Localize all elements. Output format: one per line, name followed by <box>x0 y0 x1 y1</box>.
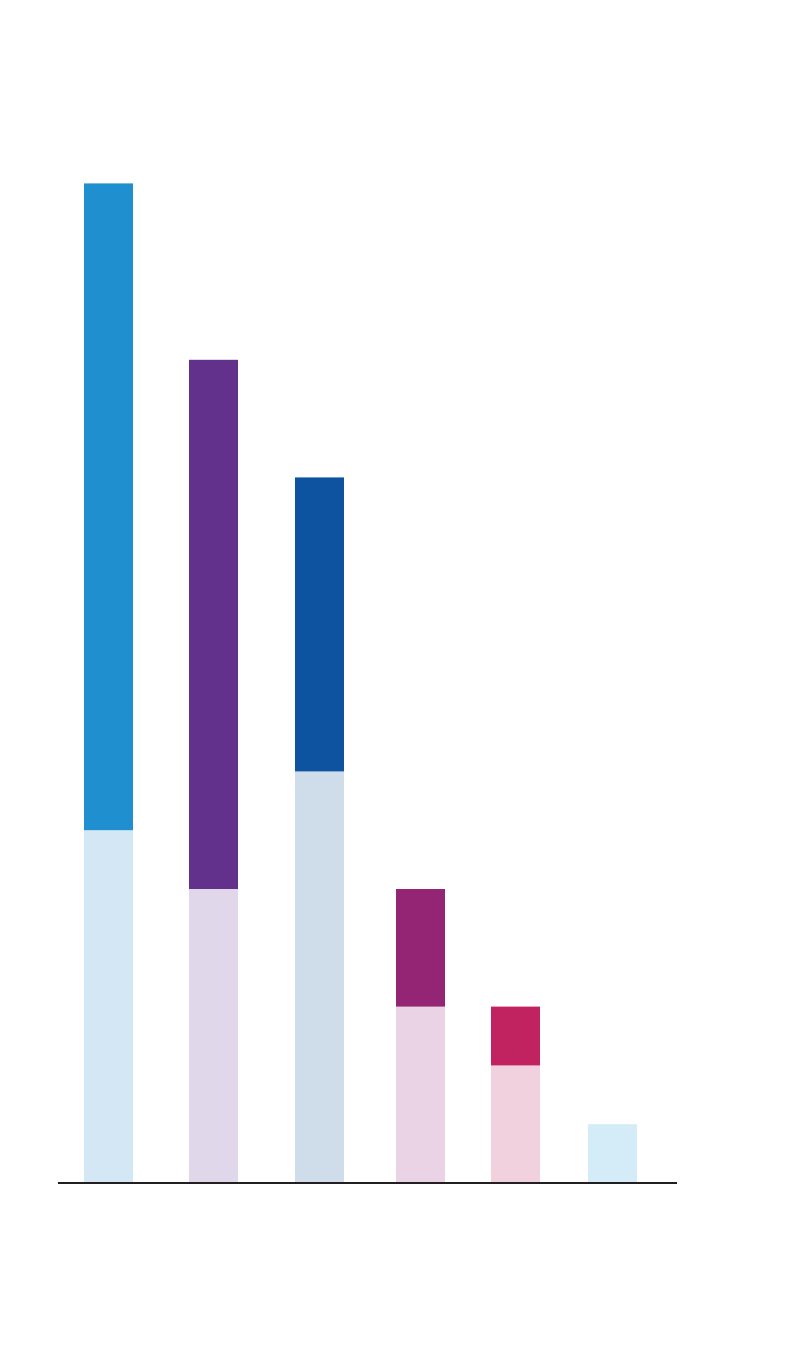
bars-group <box>84 183 637 1183</box>
bar-5-segment-1 <box>491 1065 540 1183</box>
bar-1-segment-2 <box>84 183 133 831</box>
bar-3-segment-1 <box>295 771 344 1183</box>
bar-2-segment-2 <box>189 359 238 889</box>
bar-5-segment-2 <box>491 1006 540 1066</box>
bar-1-segment-1 <box>84 830 133 1183</box>
bar-2-segment-1 <box>189 889 238 1183</box>
bar-6-segment-1 <box>588 1124 637 1183</box>
bar-4-segment-2 <box>396 889 445 1007</box>
bar-3-segment-2 <box>295 477 344 772</box>
bar-4-segment-1 <box>396 1006 445 1183</box>
